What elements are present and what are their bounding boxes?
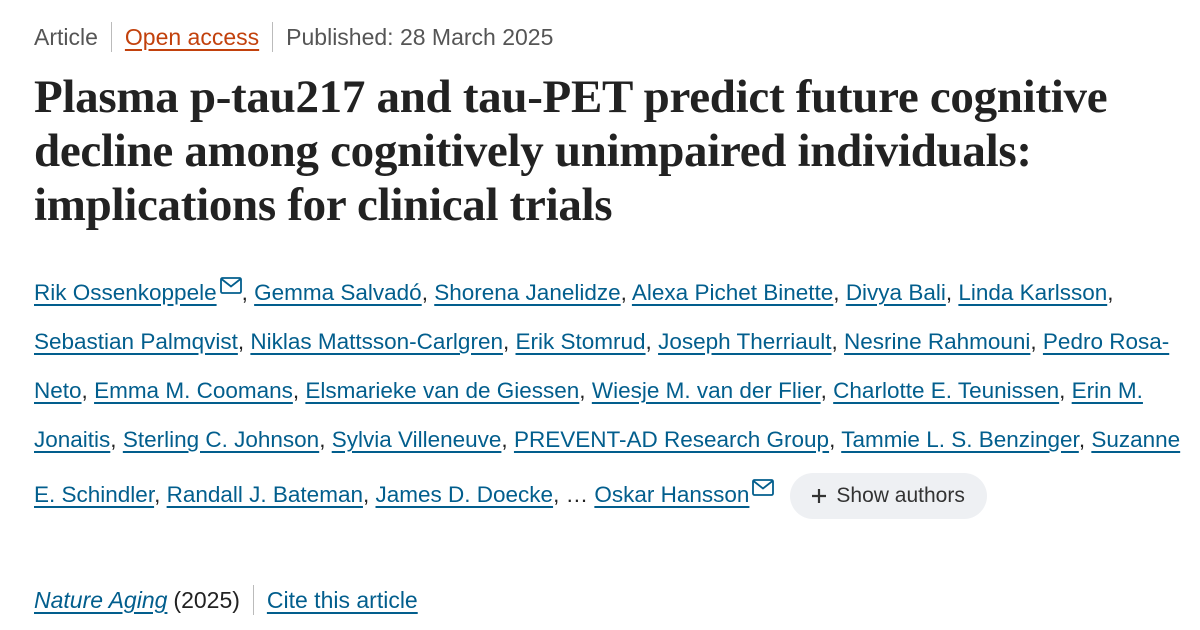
author: Erik Stomrud, [516,329,652,354]
separator: , [81,378,88,403]
separator: , [579,378,586,403]
author-link[interactable]: Nesrine Rahmouni [844,329,1031,354]
article-meta: Article Open access Published: 28 March … [34,22,553,52]
author-link[interactable]: Sebastian Palmqvist [34,329,238,354]
plus-icon [812,489,827,504]
author: Linda Karlsson, [958,280,1113,305]
author-link[interactable]: Pedro Rosa-Neto [34,329,1170,403]
separator: , [620,280,627,305]
divider [272,22,274,52]
envelope [752,479,775,496]
show-authors-label: Show authors [836,484,965,508]
separator: , [292,378,300,403]
article-type: Article [34,23,98,50]
author-link[interactable]: Charlotte E. Teunissen [833,378,1060,403]
open-access-link[interactable]: Open access [124,23,260,50]
author: Gemma Salvadó, [254,280,428,305]
author-link[interactable]: Elsmarieke van de Giessen [305,378,580,403]
separator: , [110,427,117,452]
author: Emma M. Coomans, [94,378,299,403]
separator: , [1078,427,1086,452]
author: PREVENT-AD Research Group, [514,427,835,452]
author: Divya Bali, [846,280,952,305]
cite-link[interactable]: Cite this article [266,586,418,613]
separator: , [829,427,836,452]
separator: , [241,280,248,305]
author: Erin M. Jonaitis, [34,378,1143,452]
separator: , [502,329,510,354]
separator: , [833,280,840,305]
author-link[interactable]: Emma M. Coomans [94,378,293,403]
author: Shorena Janelidze, [434,280,627,305]
author-list: Rik Ossenkoppele, Gemma Salvadó, Shorena… [34,262,1184,520]
separator: , [645,329,652,354]
author-link[interactable]: Gemma Salvadó [254,280,422,305]
author-link[interactable]: James D. Doecke [375,482,554,507]
divider [252,585,254,615]
separator: , [154,482,161,507]
divider [110,22,112,52]
author: Elsmarieke van de Giessen, [305,378,585,403]
author-link[interactable]: Rik Ossenkoppele [34,280,217,305]
author: James D. Doecke, [376,482,560,507]
author-link[interactable]: Erik Stomrud [515,329,646,354]
author: Nesrine Rahmouni, [844,329,1037,354]
author: Pedro Rosa-Neto, [34,329,1169,403]
envelope [219,277,242,294]
separator: , [1059,378,1066,403]
author-link[interactable]: Randall J. Bateman [166,482,363,507]
separator: , [237,329,245,354]
author: Randall J. Bateman, [167,482,370,507]
author-link[interactable]: PREVENT-AD Research Group [513,427,830,452]
separator: , [553,482,560,507]
separator: , [820,378,827,403]
author: Sterling C. Johnson, [123,427,326,452]
author: Tammie L. S. Benzinger, [841,427,1085,452]
email-icon[interactable] [219,262,242,311]
author-link[interactable]: Wiesje M. van der Flier [591,378,821,403]
separator: , [945,280,953,305]
ellipsis: … [565,482,589,507]
author-link[interactable]: Oskar Hansson [594,482,750,507]
author-link[interactable]: Joseph Therriault [658,329,832,354]
author-link[interactable]: Erin M. Jonaitis [34,378,1143,452]
author: Suzanne E. Schindler, [34,427,1180,507]
author: Oskar Hansson [594,479,775,507]
author-link[interactable]: Niklas Mattsson-Carlgren [250,329,503,354]
separator: , [1107,280,1114,305]
email-icon[interactable] [752,464,775,513]
citation-line: Nature Aging (2025) Cite this article [34,585,418,615]
author: Charlotte E. Teunissen, [833,378,1065,403]
author: Wiesje M. van der Flier, [592,378,827,403]
author: Sebastian Palmqvist, [34,329,244,354]
author-link[interactable]: Shorena Janelidze [434,280,621,305]
year: (2025) [173,586,240,613]
author: Sylvia Villeneuve, [332,427,508,452]
published-date: Published: 28 March 2025 [286,23,554,50]
author: Alexa Pichet Binette, [632,280,840,305]
journal-link[interactable]: Nature Aging [34,586,168,613]
author-link[interactable]: Divya Bali [845,280,946,305]
author: Niklas Mattsson-Carlgren, [250,329,509,354]
author-link[interactable]: Alexa Pichet Binette [631,280,834,305]
author: Rik Ossenkoppele, [34,277,248,305]
author-link[interactable]: Linda Karlsson [958,280,1108,305]
article-title: Plasma p-tau217 and tau-PET predict futu… [34,71,1108,231]
separator: , [501,427,508,452]
separator: , [1030,329,1037,354]
separator: , [421,280,428,305]
author-link[interactable]: Sylvia Villeneuve [331,427,502,452]
separator: , [319,427,326,452]
author-link[interactable]: Sterling C. Johnson [122,427,320,452]
author-link[interactable]: Suzanne E. Schindler [34,427,1181,507]
show-authors-button[interactable]: Show authors [790,473,987,520]
separator: , [831,329,838,354]
author-link[interactable]: Tammie L. S. Benzinger [841,427,1079,452]
separator: , [362,482,370,507]
author: Joseph Therriault, [658,329,838,354]
